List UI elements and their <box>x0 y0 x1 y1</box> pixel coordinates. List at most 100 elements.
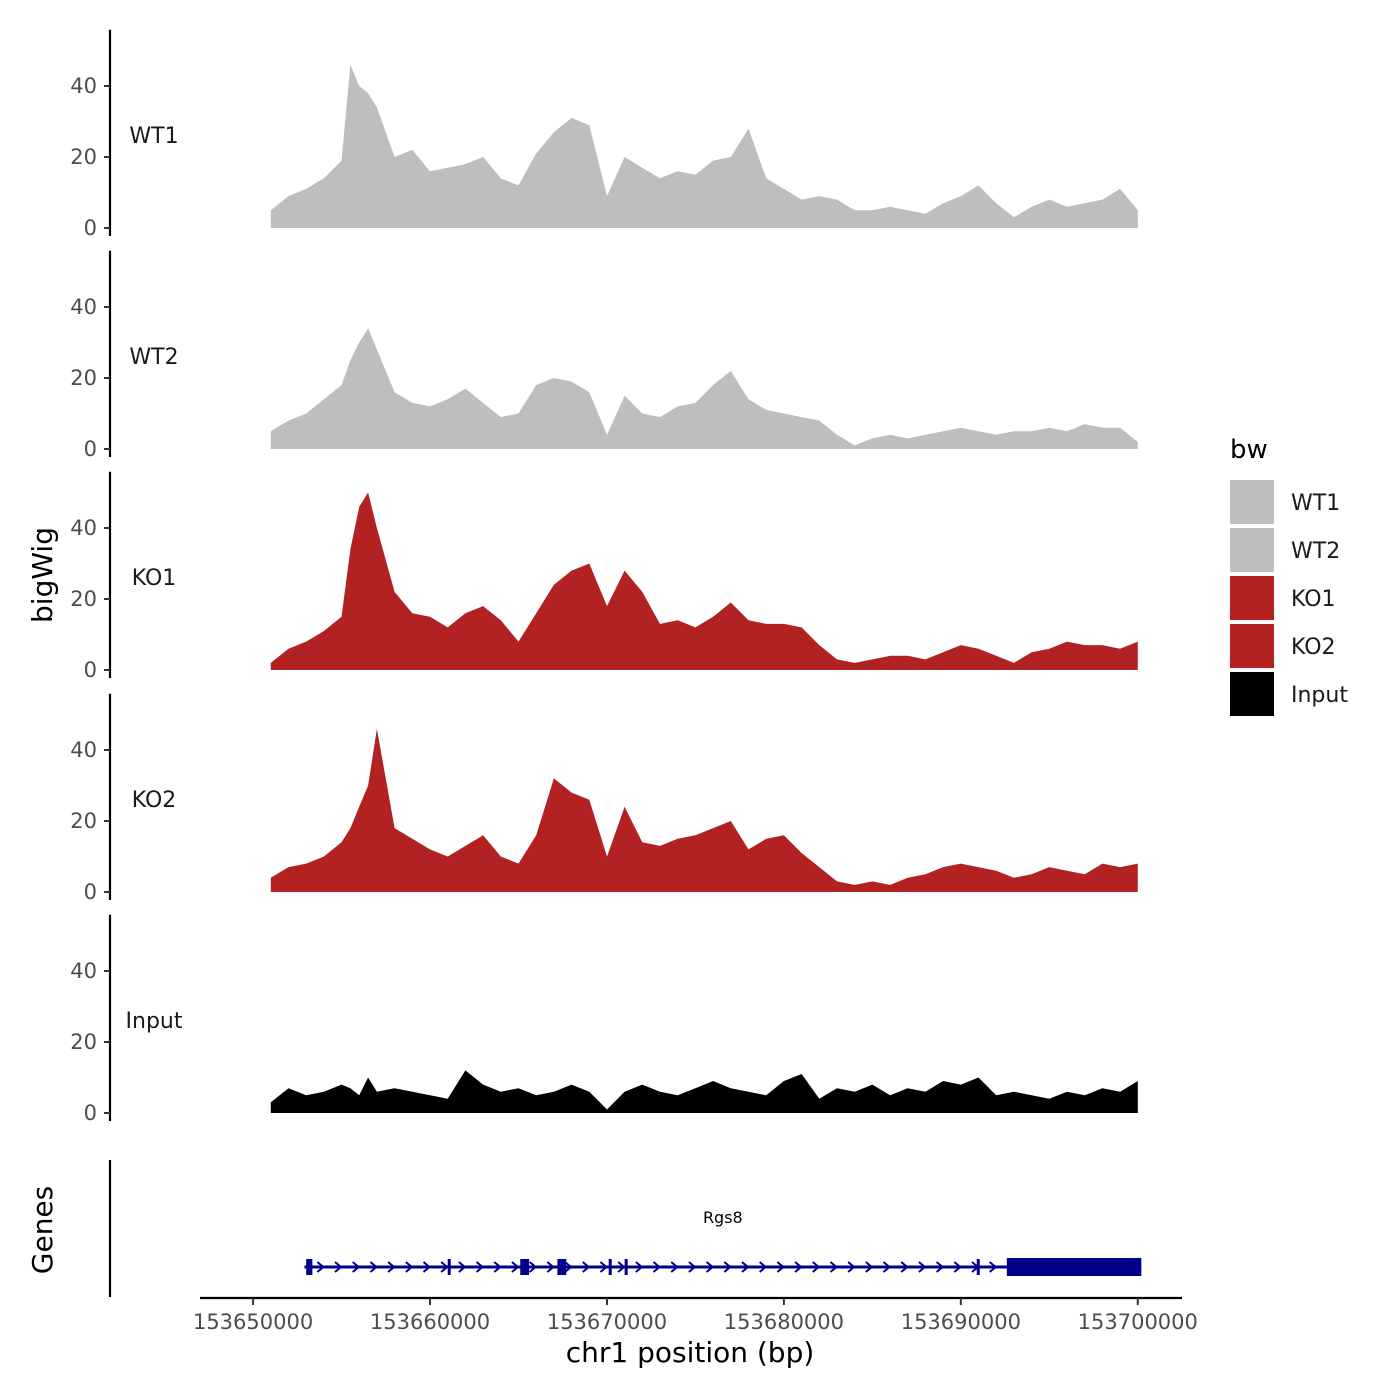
y-tick-label: 20 <box>70 809 97 833</box>
y-tick-label: 20 <box>70 587 97 611</box>
area-wt2 <box>270 328 1138 449</box>
gene-exon <box>557 1259 567 1275</box>
y-tick-label: 40 <box>70 74 97 98</box>
gene-exon <box>306 1259 313 1275</box>
legend-swatch-ko1 <box>1230 576 1274 620</box>
y-tick-label: 40 <box>70 959 97 983</box>
strand-arrow <box>617 1261 626 1273</box>
track-label-wt1: WT1 <box>129 124 178 149</box>
strand-arrow <box>334 1261 343 1273</box>
strand-arrow <box>352 1261 361 1273</box>
y-tick-label: 0 <box>84 437 97 461</box>
gene-rgs8: Rgs8 <box>304 1208 1142 1276</box>
x-tick-label: 153700000 <box>1078 1310 1198 1334</box>
legend-swatch-input <box>1230 672 1274 716</box>
legend: bw WT1 WT2 KO1 KO2 Input <box>1230 435 1348 716</box>
area-ko2 <box>270 728 1138 892</box>
strand-arrow <box>316 1261 325 1273</box>
strand-arrow <box>794 1261 803 1273</box>
x-tick-label: 153670000 <box>547 1310 667 1334</box>
strand-arrow <box>475 1261 485 1273</box>
legend-swatch-wt2 <box>1230 528 1274 572</box>
track-input: 0 20 40 Input <box>70 914 1138 1125</box>
strand-arrow <box>405 1261 414 1273</box>
x-tick-label: 153680000 <box>724 1310 844 1334</box>
legend-label-ko1: KO1 <box>1291 587 1336 612</box>
track-ko2: 0 20 40 KO2 <box>70 693 1138 904</box>
strand-arrow <box>458 1261 467 1273</box>
legend-label-wt1: WT1 <box>1291 491 1340 516</box>
gene-exon <box>608 1259 612 1275</box>
y-axis-title: bigWig <box>26 527 59 623</box>
strand-arrow <box>705 1261 715 1273</box>
strand-arrow <box>493 1261 502 1273</box>
strand-arrow <box>776 1261 785 1273</box>
gene-exon <box>520 1259 530 1275</box>
gene-name-label: Rgs8 <box>703 1208 743 1227</box>
strand-arrow <box>564 1261 573 1273</box>
track-label-ko1: KO1 <box>132 566 177 591</box>
y-tick-label: 40 <box>70 516 97 540</box>
strand-arrow <box>847 1261 856 1273</box>
y-tick-label: 0 <box>84 1101 97 1125</box>
strand-arrow <box>635 1261 644 1273</box>
y-tick-label: 0 <box>84 216 97 240</box>
strand-arrow <box>759 1261 768 1273</box>
area-ko1 <box>270 492 1138 670</box>
strand-arrow <box>546 1261 555 1273</box>
area-wt1 <box>270 64 1138 228</box>
strand-arrow <box>582 1261 591 1273</box>
strand-arrow <box>652 1261 662 1273</box>
strand-arrow <box>670 1261 679 1273</box>
tracks-group: 0 20 40 WT1 0 20 40 WT2 0 20 40 KO1 0 20 40 KO2 0 20 40 Inp… <box>70 29 1138 1125</box>
x-tick-label: 153650000 <box>193 1310 313 1334</box>
legend-label-wt2: WT2 <box>1291 539 1340 564</box>
y-tick-label: 20 <box>70 366 97 390</box>
strand-arrow <box>422 1261 432 1273</box>
y-tick-label: 40 <box>70 295 97 319</box>
strand-arrow <box>918 1261 927 1273</box>
gene-exon <box>447 1259 451 1275</box>
strand-arrow <box>440 1261 449 1273</box>
strand-arrow <box>989 1261 998 1273</box>
strand-arrow <box>953 1261 962 1273</box>
strand-arrow <box>829 1261 838 1273</box>
track-wt2: 0 20 40 WT2 <box>70 250 1138 461</box>
y-tick-label: 0 <box>84 658 97 682</box>
strand-arrow <box>723 1261 732 1273</box>
legend-swatch-ko2 <box>1230 624 1274 668</box>
legend-label-input: Input <box>1291 683 1348 708</box>
legend-swatch-wt1 <box>1230 480 1274 524</box>
strand-arrow <box>741 1261 750 1273</box>
x-axis: 153650000 153660000 153670000 153680000 1536… <box>193 1296 1198 1334</box>
x-axis-title: chr1 position (bp) <box>566 1336 815 1369</box>
gene-exon <box>624 1259 628 1275</box>
strand-arrow <box>882 1261 892 1273</box>
legend-label-ko2: KO2 <box>1291 635 1336 660</box>
x-tick-label: 153660000 <box>370 1310 490 1334</box>
strand-arrow <box>900 1261 909 1273</box>
genes-axis-title: Genes <box>26 1186 59 1274</box>
gene-exon <box>976 1259 980 1275</box>
strand-arrow <box>511 1261 520 1273</box>
strand-arrow <box>529 1261 538 1273</box>
y-tick-label: 20 <box>70 145 97 169</box>
y-tick-label: 0 <box>84 880 97 904</box>
track-label-input: Input <box>126 1009 183 1034</box>
legend-title: bw <box>1230 435 1268 465</box>
strand-arrow <box>369 1261 378 1273</box>
gene-exon <box>1006 1258 1142 1276</box>
track-ko1: 0 20 40 KO1 <box>70 471 1138 682</box>
track-label-wt2: WT2 <box>129 345 178 370</box>
strand-arrow <box>599 1261 608 1273</box>
strand-arrow <box>812 1261 821 1273</box>
genes-panel: Rgs8 <box>108 1160 1142 1297</box>
area-input <box>270 1070 1138 1113</box>
strand-arrow <box>387 1261 396 1273</box>
strand-arrow <box>865 1261 874 1273</box>
strand-arrow <box>688 1261 697 1273</box>
track-wt1: 0 20 40 WT1 <box>70 29 1138 240</box>
x-tick-label: 153690000 <box>901 1310 1021 1334</box>
y-tick-label: 40 <box>70 738 97 762</box>
